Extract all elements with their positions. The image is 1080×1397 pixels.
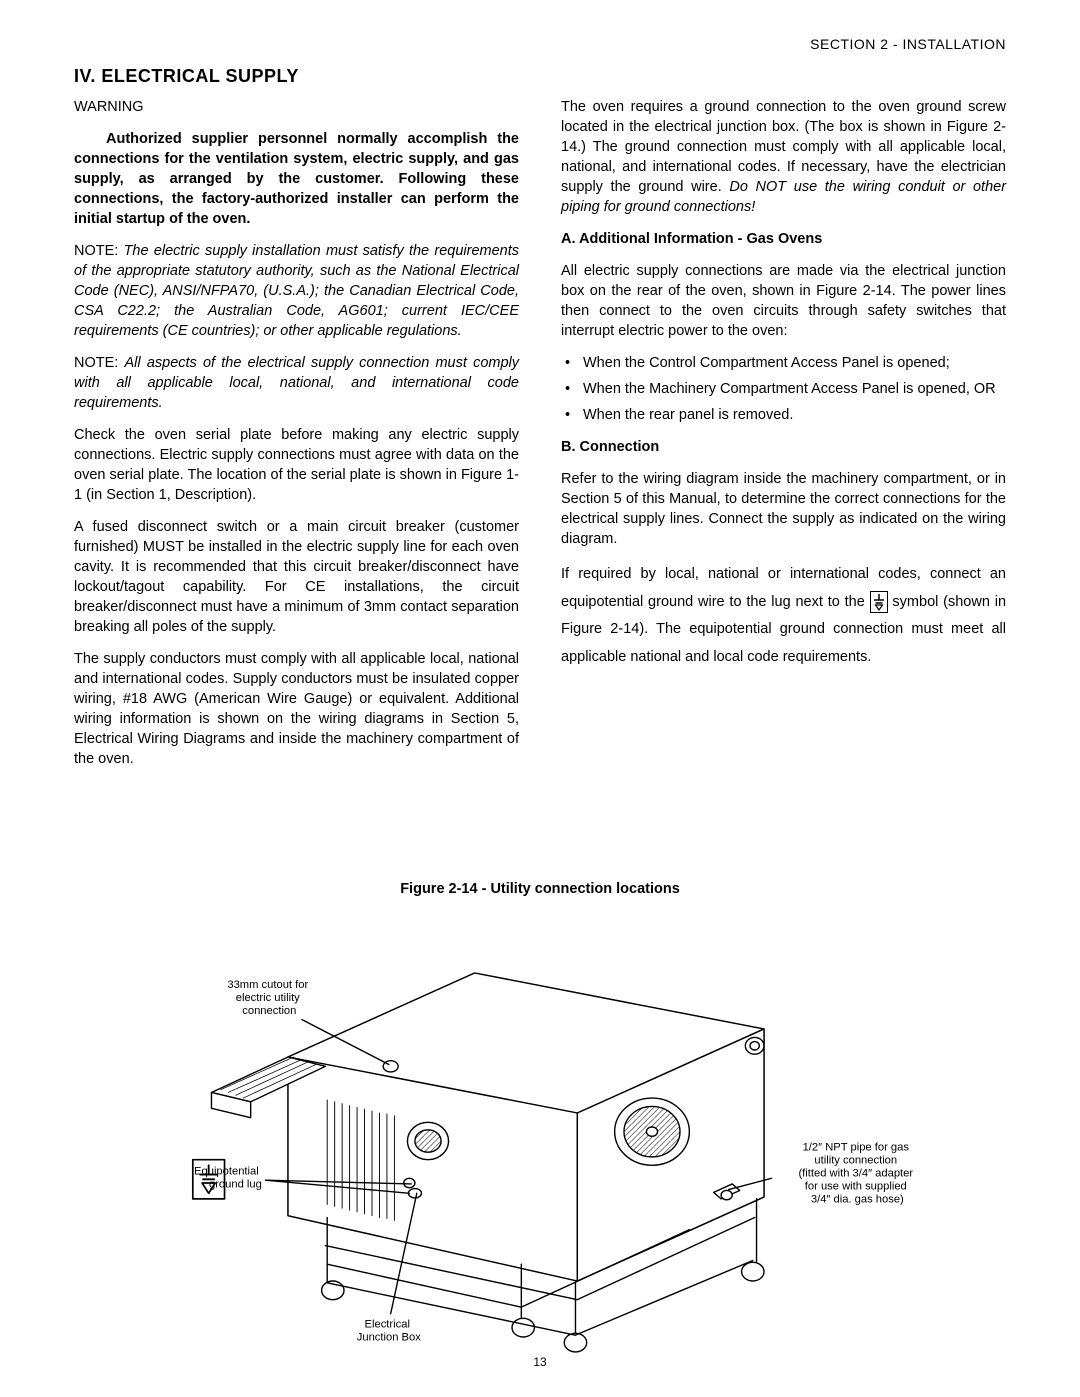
fig-label-jbox: Electrical Junction Box <box>357 1319 421 1344</box>
page-number: 13 <box>0 1355 1080 1369</box>
list-item: When the rear panel is removed. <box>561 405 1006 425</box>
note-1: NOTE: The electric supply installation m… <box>74 241 519 341</box>
note-lead: NOTE: <box>74 243 118 259</box>
right-intro: The oven requires a ground connection to… <box>561 97 1006 217</box>
figure-2-14: 33mm cutout for electric utility connect… <box>74 917 1006 1365</box>
note-body: All aspects of the electrical supply con… <box>74 355 519 411</box>
left-para-2: A fused disconnect switch or a main circ… <box>74 517 519 637</box>
note-lead: NOTE: <box>74 355 118 371</box>
equipotential-icon <box>870 591 888 613</box>
b-para-1: Refer to the wiring diagram inside the m… <box>561 469 1006 549</box>
bullet-list: When the Control Compartment Access Pane… <box>561 353 1006 425</box>
left-column: WARNING Authorized supplier personnel no… <box>74 97 519 781</box>
subhead-b: B. Connection <box>561 437 1006 457</box>
a-para: All electric supply connections are made… <box>561 261 1006 341</box>
page-title: IV. ELECTRICAL SUPPLY <box>74 66 1006 87</box>
b-para-2: If required by local, national or intern… <box>561 561 1006 671</box>
two-column-layout: WARNING Authorized supplier personnel no… <box>74 97 1006 781</box>
figure-caption: Figure 2-14 - Utility connection locatio… <box>74 881 1006 897</box>
warning-label: WARNING <box>74 97 519 117</box>
right-column: The oven requires a ground connection to… <box>561 97 1006 781</box>
note-body: The electric supply installation must sa… <box>74 243 519 339</box>
fig-label-cutout: 33mm cutout for electric utility connect… <box>227 979 311 1017</box>
section-header: SECTION 2 - INSTALLATION <box>74 36 1006 52</box>
subhead-a: A. Additional Information - Gas Ovens <box>561 229 1006 249</box>
note-2: NOTE: All aspects of the electrical supp… <box>74 353 519 413</box>
list-item: When the Machinery Compartment Access Pa… <box>561 379 1006 399</box>
utility-connection-diagram: 33mm cutout for electric utility connect… <box>110 917 970 1365</box>
left-para-3: The supply conductors must comply with a… <box>74 649 519 769</box>
fig-label-gas: 1/2″ NPT pipe for gas utility connection… <box>798 1141 916 1205</box>
left-para-1: Check the oven serial plate before makin… <box>74 425 519 505</box>
warning-body: Authorized supplier personnel normally a… <box>74 129 519 229</box>
list-item: When the Control Compartment Access Pane… <box>561 353 1006 373</box>
